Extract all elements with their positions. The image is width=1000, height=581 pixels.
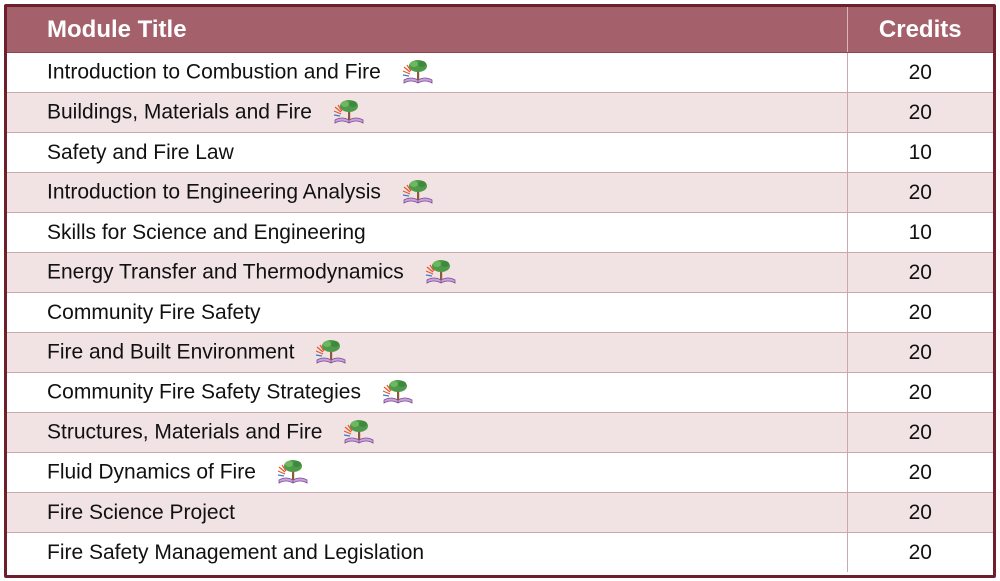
module-title-text: Introduction to Combustion and Fire — [47, 60, 381, 84]
table-row: Buildings, Materials and Fire 20 — [7, 92, 993, 133]
credits-cell: 20 — [846, 532, 993, 572]
module-title-cell: Fluid Dynamics of Fire — [7, 452, 847, 493]
credits-cell: 20 — [846, 332, 993, 373]
credits-cell: 20 — [846, 52, 993, 93]
table-row: Fire Science Project 20 — [7, 492, 993, 533]
table-row: Skills for Science and Engineering 10 — [7, 212, 993, 253]
module-title-cell: Fire and Built Environment — [7, 332, 847, 373]
module-title-text: Fluid Dynamics of Fire — [47, 460, 256, 484]
book-tree-icon — [401, 177, 435, 205]
module-title-cell: Fire Safety Management and Legislation — [7, 533, 847, 573]
module-title-text: Energy Transfer and Thermodynamics — [47, 260, 404, 284]
book-tree-icon — [314, 337, 348, 365]
table-row: Safety and Fire Law 10 — [7, 132, 993, 173]
table-row: Fire and Built Environment 20 — [7, 332, 993, 373]
book-tree-icon — [424, 257, 458, 285]
table-row: Introduction to Engineering Analysis 20 — [7, 172, 993, 213]
module-title-text: Introduction to Engineering Analysis — [47, 180, 381, 204]
credits-cell: 20 — [846, 292, 993, 333]
credits-cell: 10 — [846, 132, 993, 173]
book-tree-icon — [332, 97, 366, 125]
module-title-cell: Structures, Materials and Fire — [7, 412, 847, 453]
credits-cell: 10 — [846, 212, 993, 253]
credits-header: Credits — [846, 7, 993, 53]
module-title-cell: Introduction to Engineering Analysis — [7, 172, 847, 213]
credits-cell: 20 — [846, 412, 993, 453]
table-row: Energy Transfer and Thermodynamics 20 — [7, 252, 993, 293]
modules-table-frame: Module Title Credits Introduction to Com… — [4, 4, 996, 578]
table-row: Introduction to Combustion and Fire 20 — [7, 52, 993, 93]
book-tree-icon — [342, 417, 376, 445]
table-row: Community Fire Safety 20 — [7, 292, 993, 333]
module-title-text: Fire Safety Management and Legislation — [47, 540, 425, 564]
book-tree-icon — [381, 377, 415, 405]
book-tree-icon — [276, 457, 310, 485]
credits-cell: 20 — [846, 252, 993, 293]
module-title-cell: Safety and Fire Law — [7, 132, 847, 173]
book-tree-icon — [401, 57, 435, 85]
credits-cell: 20 — [846, 372, 993, 413]
module-title-cell: Fire Science Project — [7, 492, 847, 533]
module-title-text: Skills for Science and Engineering — [47, 220, 366, 244]
table-row: Fluid Dynamics of Fire 20 — [7, 452, 993, 493]
module-title-text: Community Fire Safety Strategies — [47, 380, 361, 404]
modules-table: Module Title Credits Introduction to Com… — [7, 7, 993, 572]
table-body: Introduction to Combustion and Fire 20 Bui… — [7, 52, 993, 573]
module-title-cell: Skills for Science and Engineering — [7, 212, 847, 253]
table-row: Community Fire Safety Strategies 20 — [7, 372, 993, 413]
table-row: Structures, Materials and Fire 20 — [7, 412, 993, 453]
credits-cell: 20 — [846, 92, 993, 133]
module-title-header: Module Title — [7, 7, 847, 53]
module-title-text: Fire and Built Environment — [47, 340, 295, 364]
module-title-cell: Buildings, Materials and Fire — [7, 92, 847, 133]
table-header-row: Module Title Credits — [7, 7, 993, 53]
table-row: Fire Safety Management and Legislation 20 — [7, 532, 993, 573]
module-title-cell: Community Fire Safety — [7, 292, 847, 333]
credits-cell: 20 — [846, 172, 993, 213]
module-title-text: Structures, Materials and Fire — [47, 420, 323, 444]
module-title-cell: Energy Transfer and Thermodynamics — [7, 252, 847, 293]
module-title-text: Safety and Fire Law — [47, 140, 234, 164]
credits-cell: 20 — [846, 492, 993, 533]
module-title-cell: Introduction to Combustion and Fire — [7, 52, 847, 93]
module-title-text: Fire Science Project — [47, 500, 235, 524]
credits-cell: 20 — [846, 452, 993, 493]
module-title-text: Community Fire Safety — [47, 300, 261, 324]
module-title-cell: Community Fire Safety Strategies — [7, 372, 847, 413]
module-title-text: Buildings, Materials and Fire — [47, 100, 312, 124]
